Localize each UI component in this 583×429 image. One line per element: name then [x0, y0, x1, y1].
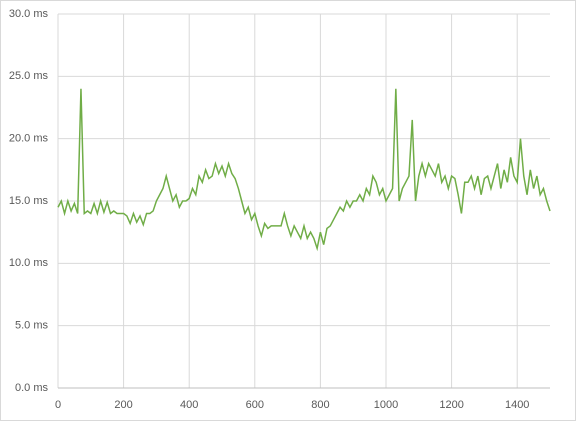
y-tick-label: 5.0 ms [15, 320, 49, 332]
series-line [57, 88, 551, 252]
y-tick-label: 15.0 ms [9, 195, 49, 207]
x-tick-label: 800 [311, 399, 329, 411]
y-tick-label: 20.0 ms [9, 133, 49, 145]
x-tick-label: 200 [114, 399, 132, 411]
x-tick-label: 1400 [505, 399, 529, 411]
y-tick-label: 0.0 ms [15, 382, 49, 394]
y-tick-label: 30.0 ms [9, 8, 49, 20]
x-tick-label: 1200 [439, 399, 463, 411]
x-tick-label: 400 [180, 399, 198, 411]
y-tick-label: 10.0 ms [9, 257, 49, 269]
x-tick-label: 0 [55, 399, 61, 411]
x-tick-label: 1000 [374, 399, 398, 411]
x-tick-label: 600 [246, 399, 264, 411]
y-tick-label: 25.0 ms [9, 70, 49, 82]
chart-border [0, 0, 576, 421]
